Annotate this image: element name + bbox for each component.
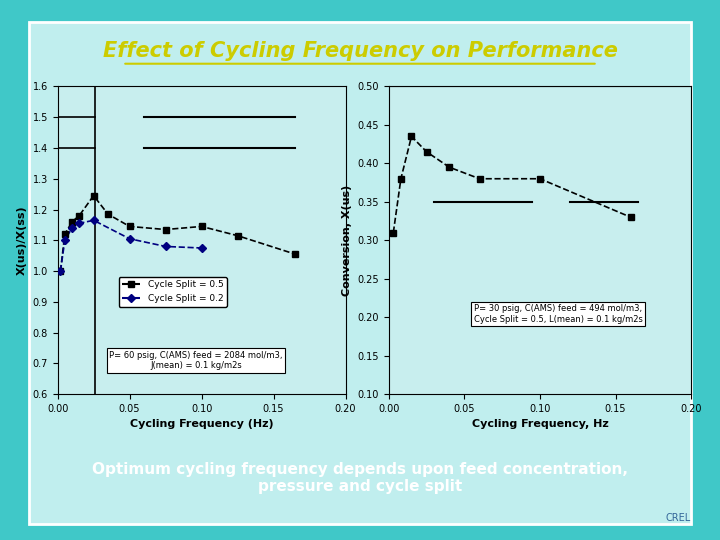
Y-axis label: Conversion, X(us): Conversion, X(us) [342, 185, 352, 296]
Text: P= 30 psig, C(AMS) feed = 494 mol/m3,
Cycle Split = 0.5, L(mean) = 0.1 kg/m2s: P= 30 psig, C(AMS) feed = 494 mol/m3, Cy… [474, 305, 642, 324]
FancyBboxPatch shape [29, 22, 691, 524]
Y-axis label: X(us)/X(ss): X(us)/X(ss) [17, 206, 27, 275]
Text: P= 60 psig, C(AMS) feed = 2084 mol/m3,
J(mean) = 0.1 kg/m2s: P= 60 psig, C(AMS) feed = 2084 mol/m3, J… [109, 350, 282, 370]
Text: Optimum cycling frequency depends upon feed concentration,
pressure and cycle sp: Optimum cycling frequency depends upon f… [92, 462, 628, 494]
X-axis label: Cycling Frequency, Hz: Cycling Frequency, Hz [472, 420, 608, 429]
X-axis label: Cycling Frequency (Hz): Cycling Frequency (Hz) [130, 420, 274, 429]
Text: Effect of Cycling Frequency on Performance: Effect of Cycling Frequency on Performan… [102, 41, 618, 62]
Text: CREL: CREL [666, 512, 691, 523]
Legend: Cycle Split = 0.5, Cycle Split = 0.2: Cycle Split = 0.5, Cycle Split = 0.2 [119, 277, 227, 307]
